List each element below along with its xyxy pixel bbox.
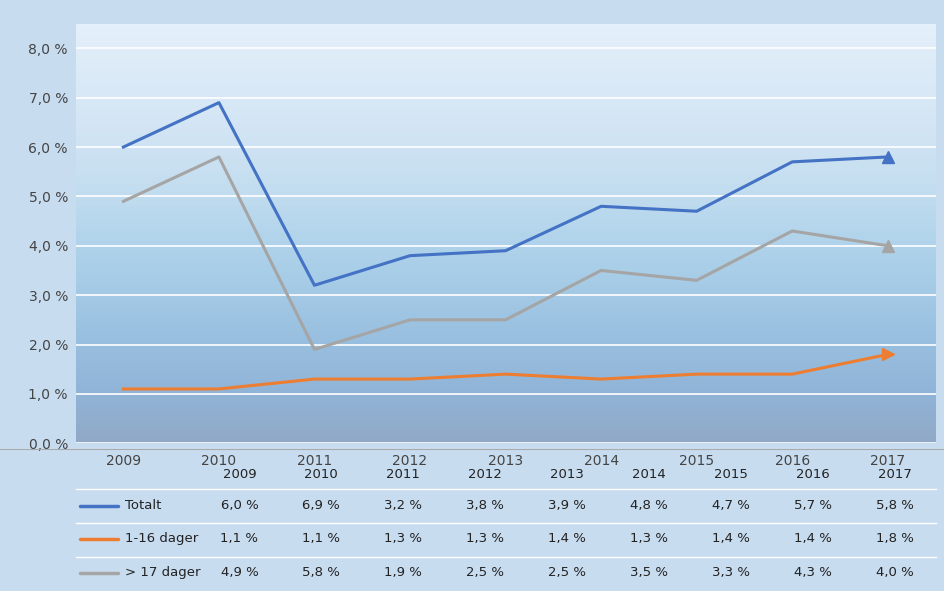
- Text: Totalt: Totalt: [125, 499, 160, 512]
- Text: 4,3 %: 4,3 %: [793, 566, 831, 579]
- Text: 4,7 %: 4,7 %: [711, 499, 749, 512]
- Text: 1,9 %: 1,9 %: [384, 566, 422, 579]
- Text: 4,8 %: 4,8 %: [630, 499, 667, 512]
- Text: 2017: 2017: [877, 468, 911, 481]
- Text: 4,0 %: 4,0 %: [875, 566, 913, 579]
- Text: 1,3 %: 1,3 %: [465, 532, 503, 545]
- Text: 2,5 %: 2,5 %: [465, 566, 503, 579]
- Text: 1,1 %: 1,1 %: [302, 532, 340, 545]
- Text: 3,3 %: 3,3 %: [711, 566, 749, 579]
- Text: 5,7 %: 5,7 %: [793, 499, 831, 512]
- Text: 3,8 %: 3,8 %: [465, 499, 503, 512]
- Text: 1,3 %: 1,3 %: [384, 532, 422, 545]
- Text: 1,4 %: 1,4 %: [548, 532, 585, 545]
- Text: 4,9 %: 4,9 %: [220, 566, 258, 579]
- Text: 2014: 2014: [632, 468, 666, 481]
- Text: 1,1 %: 1,1 %: [220, 532, 258, 545]
- Text: 1,3 %: 1,3 %: [630, 532, 667, 545]
- Text: 6,9 %: 6,9 %: [302, 499, 340, 512]
- Text: 2,5 %: 2,5 %: [548, 566, 585, 579]
- Text: 3,2 %: 3,2 %: [384, 499, 422, 512]
- Text: 1,4 %: 1,4 %: [711, 532, 749, 545]
- Text: 2009: 2009: [223, 468, 256, 481]
- Text: 3,5 %: 3,5 %: [630, 566, 667, 579]
- Text: 3,9 %: 3,9 %: [548, 499, 585, 512]
- Text: 1,4 %: 1,4 %: [793, 532, 831, 545]
- Text: 2011: 2011: [386, 468, 420, 481]
- Text: 5,8 %: 5,8 %: [875, 499, 913, 512]
- Text: 2016: 2016: [795, 468, 829, 481]
- Text: 6,0 %: 6,0 %: [220, 499, 258, 512]
- Text: 2012: 2012: [467, 468, 501, 481]
- Text: > 17 dager: > 17 dager: [125, 566, 200, 579]
- Text: 2015: 2015: [713, 468, 747, 481]
- Text: 2010: 2010: [304, 468, 338, 481]
- Text: 2013: 2013: [549, 468, 583, 481]
- Text: 5,8 %: 5,8 %: [302, 566, 340, 579]
- Text: 1-16 dager: 1-16 dager: [125, 532, 198, 545]
- Text: 1,8 %: 1,8 %: [875, 532, 913, 545]
